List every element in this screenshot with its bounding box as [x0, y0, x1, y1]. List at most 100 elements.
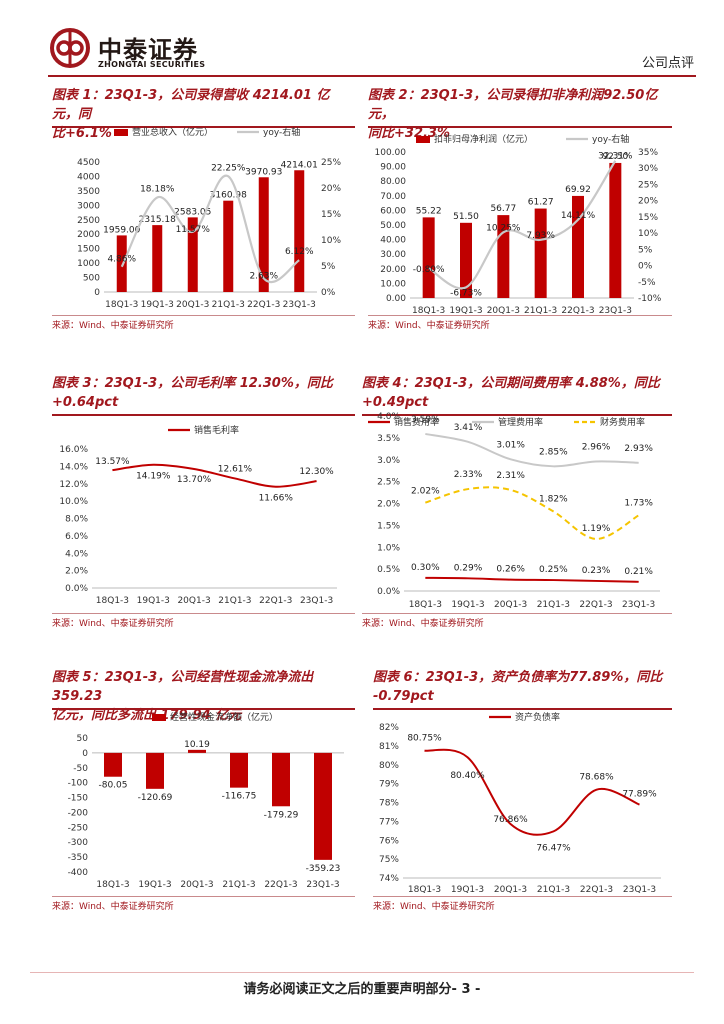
admin-expense-label: 2.96%	[582, 443, 611, 453]
legend-swatch	[416, 136, 430, 143]
y-left-tick-label: -300	[68, 838, 89, 848]
admin-expense-line	[425, 432, 639, 468]
gross-margin-label: 11.66%	[259, 494, 294, 504]
debt-ratio-label: 78.68%	[579, 773, 614, 783]
x-tick-label: 20Q1-3	[180, 880, 213, 890]
y-left-tick-label: 3.0%	[377, 456, 400, 466]
revenue-bar-label: 1959.00	[103, 225, 140, 235]
profit-bar-label: 56.77	[490, 204, 516, 214]
y-left-tick-label: 80.00	[380, 177, 406, 187]
cashflow-bar	[230, 752, 248, 788]
y-right-tick-label: 15%	[638, 213, 658, 223]
revenue-bar-label: 3970.93	[245, 167, 282, 177]
yoy-point-label: 2.63%	[249, 271, 278, 281]
x-tick-label: 23Q1-3	[599, 306, 632, 316]
y-right-tick-label: 30%	[638, 164, 658, 174]
y-left-tick-label: 100.00	[375, 148, 407, 158]
debt-ratio-label: 77.89%	[622, 790, 657, 800]
y-right-tick-label: -5%	[638, 278, 656, 288]
y-left-tick-label: -250	[68, 823, 89, 833]
y-left-tick-label: 2.0%	[65, 567, 88, 577]
y-left-tick-label: 4500	[77, 158, 100, 168]
y-left-tick-label: 4.0%	[65, 549, 88, 559]
y-left-tick-label: 3500	[77, 187, 100, 197]
gross-margin-label: 12.61%	[218, 464, 253, 474]
profit-bar	[534, 208, 547, 298]
cashflow-bar-label: -80.05	[98, 781, 127, 791]
finance-expense-label: 1.82%	[539, 494, 568, 504]
figure-5-title: 图表 5：23Q1-3，公司经营性现金流净流出 359.23 亿元，同比多流出 1…	[52, 670, 314, 723]
finance-expense-line	[425, 486, 640, 540]
x-tick-label: 20Q1-3	[494, 600, 527, 610]
y-left-tick-label: 80%	[379, 761, 399, 771]
x-tick-label: 21Q1-3	[537, 600, 570, 610]
revenue-bar	[187, 217, 198, 292]
figure-2-rule-bottom	[368, 315, 672, 316]
x-tick-label: 23Q1-3	[283, 300, 316, 310]
admin-expense-label: 2.85%	[539, 447, 568, 457]
y-left-tick-label: 20.00	[380, 265, 406, 275]
gross-margin-label: 14.19%	[136, 472, 171, 482]
x-tick-label: 19Q1-3	[451, 885, 484, 895]
profit-bar-label: 51.50	[453, 212, 479, 222]
y-right-tick-label: 10%	[321, 236, 341, 246]
x-tick-label: 23Q1-3	[306, 880, 339, 890]
y-left-tick-label: -200	[68, 808, 89, 818]
profit-bar-label: 61.27	[528, 198, 554, 208]
y-left-tick-label: 10.0%	[59, 497, 88, 507]
gross-margin-label: 13.57%	[95, 457, 130, 467]
figure-3-source: 来源：Wind、中泰证券研究所	[52, 619, 174, 629]
legend-label: 资产负债率	[515, 711, 560, 723]
legend-label: 财务费用率	[600, 416, 645, 428]
y-left-tick-label: 79%	[379, 780, 399, 790]
x-tick-label: 19Q1-3	[137, 596, 170, 606]
yoy-point-label: 7.93%	[526, 231, 555, 241]
y-left-tick-label: 78%	[379, 799, 399, 809]
admin-expense-label: 3.01%	[496, 440, 525, 450]
figure-1-source: 来源：Wind、中泰证券研究所	[52, 321, 174, 331]
selling-expense-label: 0.21%	[624, 567, 653, 577]
y-left-tick-label: 0.0%	[65, 584, 88, 594]
y-left-tick-label: 74%	[379, 874, 399, 884]
figure-4-rule	[362, 414, 672, 416]
y-left-tick-label: 0.0%	[377, 587, 400, 597]
figure-4-panel: 图表 4：23Q1-3，公司期间费用率 4.88%，同比 +0.49pct 来源：…	[362, 374, 672, 632]
y-left-tick-label: -350	[68, 853, 89, 863]
legend-label: 营业总收入（亿元）	[132, 126, 213, 138]
y-left-tick-label: -50	[73, 764, 88, 774]
legend-swatch	[152, 714, 166, 721]
x-tick-label: 20Q1-3	[176, 300, 209, 310]
revenue-bar-label: 3160.98	[210, 191, 247, 201]
figure-2-panel: 图表 2：23Q1-3，公司录得扣非净利润92.50亿元， 同比+32.3% 来源…	[368, 86, 672, 336]
yoy-line	[428, 160, 617, 290]
x-tick-label: 19Q1-3	[138, 880, 171, 890]
finance-expense-label: 2.33%	[454, 470, 483, 480]
cashflow-bar	[272, 752, 290, 807]
figure-6-panel: 图表 6：23Q1-3，资产负债率为77.89%，同比 -0.79pct 来源：W…	[373, 668, 672, 913]
profit-bar-label: 55.22	[416, 206, 442, 216]
y-left-tick-label: 0.00	[386, 294, 406, 304]
x-tick-label: 21Q1-3	[537, 885, 570, 895]
debt-ratio-label: 80.75%	[407, 734, 442, 744]
y-left-tick-label: 3000	[77, 201, 100, 211]
y-left-tick-label: 90.00	[380, 163, 406, 173]
yoy-point-label: 4.86%	[107, 255, 136, 265]
x-tick-label: 22Q1-3	[259, 596, 292, 606]
x-tick-label: 21Q1-3	[218, 596, 251, 606]
x-tick-label: 18Q1-3	[96, 880, 129, 890]
revenue-bar	[116, 235, 127, 292]
figure-3-rule	[52, 414, 355, 416]
y-left-tick-label: 4000	[77, 172, 100, 182]
x-tick-label: 21Q1-3	[524, 306, 557, 316]
y-right-tick-label: 5%	[321, 262, 336, 272]
y-right-tick-label: 35%	[638, 148, 658, 158]
figure-6-source: 来源：Wind、中泰证券研究所	[373, 902, 495, 912]
y-left-tick-label: 70.00	[380, 192, 406, 202]
y-left-tick-label: 2500	[77, 216, 100, 226]
legend-label: yoy-右轴	[263, 126, 300, 138]
figure-5-panel: 图表 5：23Q1-3，公司经营性现金流净流出 359.23 亿元，同比多流出 1…	[52, 668, 355, 913]
gross-margin-label: 12.30%	[299, 467, 334, 477]
profit-bar	[422, 217, 435, 298]
revenue-bar	[294, 170, 305, 292]
figure-1-rule-bottom	[52, 315, 355, 316]
